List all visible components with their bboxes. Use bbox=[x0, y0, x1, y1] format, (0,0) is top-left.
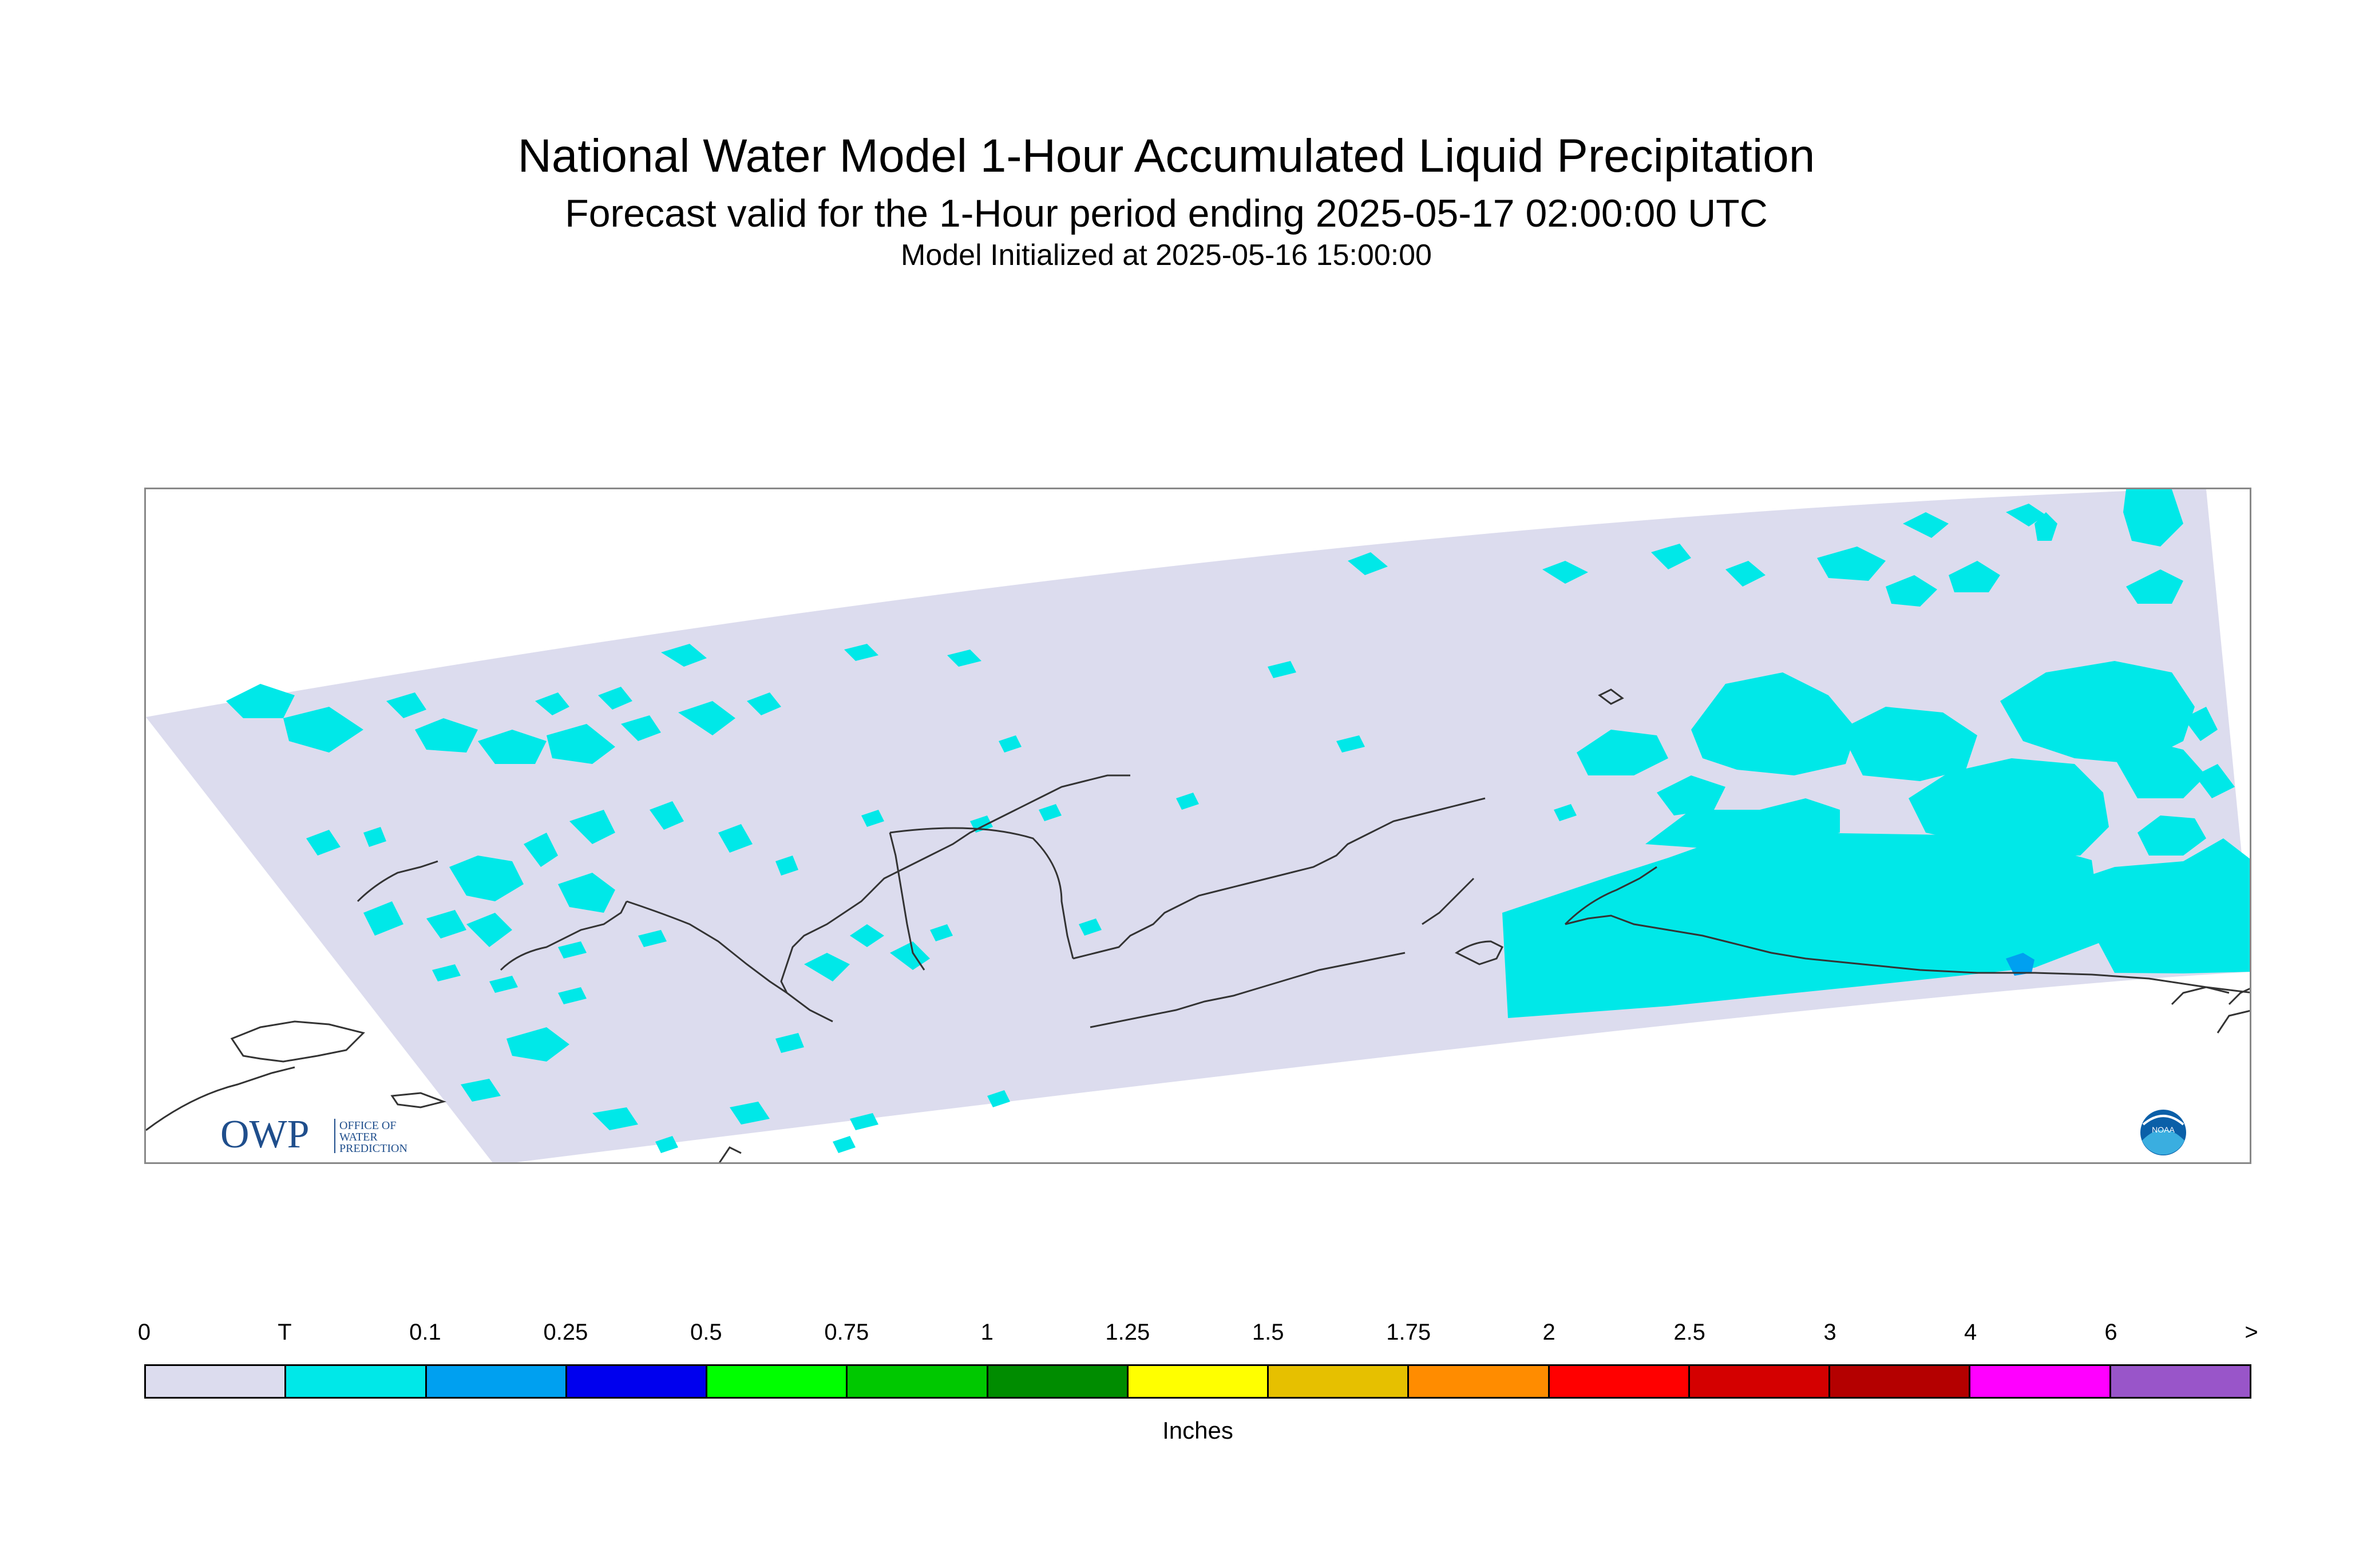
map-subtitle: Forecast valid for the 1-Hour period end… bbox=[565, 192, 1768, 235]
legend-swatch bbox=[1409, 1366, 1550, 1397]
legend-tick-label: 0.5 bbox=[690, 1320, 722, 1345]
legend-tick-label: 1 bbox=[980, 1320, 993, 1345]
legend-tick-label: 3 bbox=[1823, 1320, 1836, 1345]
noaa-logo-text: NOAA bbox=[2152, 1125, 2175, 1134]
owp-logo-line2: WATER bbox=[339, 1131, 378, 1143]
legend-tick-label: > bbox=[2245, 1320, 2258, 1345]
legend-units-label: Inches bbox=[1162, 1417, 1233, 1444]
legend-tick-labels: 0 T 0.1 0.25 0.5 0.75 1 1.25 1.5 1.75 2 2.5 3 4 6 > bbox=[0, 1320, 2375, 1354]
map-canvas: OWP OFFICE OF WATER PREDICTION NOAA bbox=[146, 489, 2250, 1162]
owp-logo-letters: OWP bbox=[220, 1112, 310, 1157]
legend-tick-label: T bbox=[278, 1320, 292, 1345]
legend-tick-label: 4 bbox=[1964, 1320, 1977, 1345]
legend-swatch bbox=[1830, 1366, 1971, 1397]
legend-swatch bbox=[707, 1366, 848, 1397]
noaa-logo: NOAA bbox=[2140, 1110, 2186, 1155]
light-precip-area bbox=[2006, 953, 2034, 976]
legend-swatch bbox=[1689, 1366, 1831, 1397]
coastline bbox=[146, 688, 2250, 1162]
legend-tick-label: 1.75 bbox=[1386, 1320, 1431, 1345]
legend-swatch bbox=[286, 1366, 427, 1397]
legend-swatch bbox=[988, 1366, 1129, 1397]
map-title: National Water Model 1-Hour Accumulated … bbox=[517, 130, 1815, 182]
owp-logo-line3: PREDICTION bbox=[339, 1142, 407, 1155]
legend-swatch bbox=[2111, 1366, 2250, 1397]
legend-tick-label: 6 bbox=[2104, 1320, 2117, 1345]
legend-tick-label: 2.5 bbox=[1673, 1320, 1705, 1345]
legend-swatch bbox=[426, 1366, 567, 1397]
legend-tick-label: 1.5 bbox=[1252, 1320, 1284, 1345]
legend-swatch bbox=[1970, 1366, 2111, 1397]
legend-tick-label: 0.1 bbox=[409, 1320, 441, 1345]
legend-swatch bbox=[1549, 1366, 1690, 1397]
legend-tick-label: 0.25 bbox=[543, 1320, 588, 1345]
owp-logo-line1: OFFICE OF bbox=[339, 1119, 396, 1132]
model-init-line: Model Initialized at 2025-05-16 15:00:00 bbox=[901, 239, 1432, 272]
legend-swatch bbox=[567, 1366, 708, 1397]
legend-swatch bbox=[146, 1366, 287, 1397]
legend-tick-label: 2 bbox=[1542, 1320, 1555, 1345]
owp-logo: OWP OFFICE OF WATER PREDICTION bbox=[220, 1112, 407, 1157]
legend-color-bar bbox=[144, 1364, 2251, 1399]
legend-tick-label: 0.75 bbox=[824, 1320, 869, 1345]
legend-tick-label: 1.25 bbox=[1105, 1320, 1150, 1345]
legend-tick-label: 0 bbox=[137, 1320, 151, 1345]
precipitation-map: OWP OFFICE OF WATER PREDICTION NOAA bbox=[144, 488, 2251, 1164]
legend-swatch bbox=[848, 1366, 988, 1397]
legend-swatch bbox=[1269, 1366, 1410, 1397]
legend-swatch bbox=[1128, 1366, 1269, 1397]
